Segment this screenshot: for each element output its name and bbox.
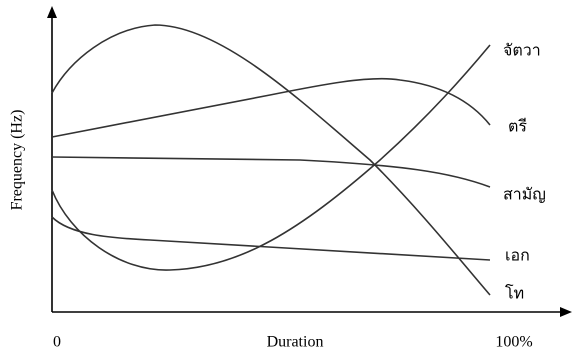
falling-curve xyxy=(51,24,491,296)
mid-curve xyxy=(51,156,491,188)
y-arrow xyxy=(47,6,57,18)
x-arrow xyxy=(560,307,572,317)
y-axis-label: Frequency (Hz) xyxy=(9,110,26,211)
high-curve xyxy=(51,77,491,138)
curve-label: โท xyxy=(505,284,524,303)
low-curve xyxy=(51,216,491,261)
curve-label: สามัญ xyxy=(503,187,546,204)
x-end-label: 100% xyxy=(495,334,532,351)
rising-curve xyxy=(51,44,491,271)
curve-label: เอก xyxy=(505,248,530,265)
x-axis-label: Duration xyxy=(267,334,324,351)
curve-label: ตรี xyxy=(508,118,527,136)
x-start-label: 0 xyxy=(53,334,61,351)
curve-label: จัตวา xyxy=(503,43,541,60)
